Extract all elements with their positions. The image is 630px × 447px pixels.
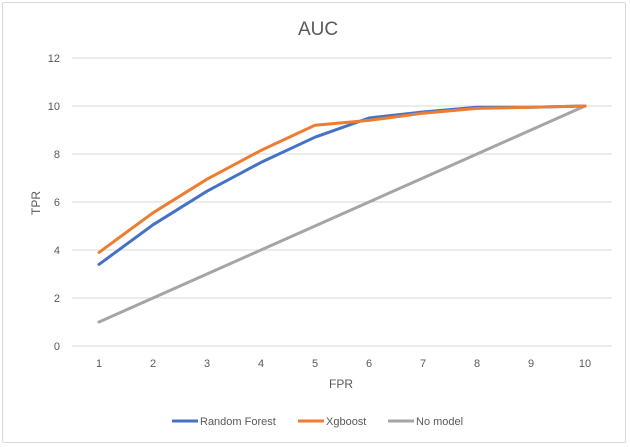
- y-tick-label: 12: [48, 53, 60, 65]
- series-lines: [97, 104, 587, 324]
- x-tick-label: 2: [150, 358, 156, 370]
- series-line-no-model: [97, 104, 587, 324]
- chart-title: AUC: [298, 19, 338, 40]
- x-axis-label: FPR: [329, 377, 353, 391]
- legend-item: No model: [388, 416, 463, 428]
- x-tick-label: 10: [579, 358, 591, 370]
- y-axis-ticks: 0 2 4 6 8 10 12: [48, 53, 60, 353]
- series-line-random-forest: [97, 104, 587, 266]
- y-axis-label: TPR: [29, 191, 43, 215]
- legend: Random Forest Xgboost No model: [172, 416, 463, 428]
- legend-label: Random Forest: [200, 416, 276, 428]
- legend-label: No model: [416, 416, 463, 428]
- x-axis-ticks: 1 2 3 4 5 6 7 8 9 10: [96, 358, 591, 370]
- y-tick-label: 6: [54, 197, 60, 209]
- series-line-xgboost: [97, 104, 587, 254]
- x-tick-label: 5: [312, 358, 318, 370]
- x-tick-label: 6: [366, 358, 372, 370]
- y-tick-label: 2: [54, 293, 60, 305]
- y-tick-label: 0: [54, 341, 60, 353]
- legend-label: Xgboost: [326, 416, 366, 428]
- y-tick-label: 4: [54, 245, 60, 257]
- x-tick-label: 8: [474, 358, 480, 370]
- legend-item: Xgboost: [298, 416, 366, 428]
- x-tick-label: 1: [96, 358, 102, 370]
- chart-frame: [2, 2, 626, 443]
- x-tick-label: 3: [204, 358, 210, 370]
- x-tick-label: 7: [420, 358, 426, 370]
- y-tick-label: 10: [48, 101, 60, 113]
- y-tick-label: 8: [54, 149, 60, 161]
- x-tick-label: 9: [528, 358, 534, 370]
- gridlines: [72, 57, 612, 347]
- x-tick-label: 4: [258, 358, 264, 370]
- legend-item: Random Forest: [172, 416, 276, 428]
